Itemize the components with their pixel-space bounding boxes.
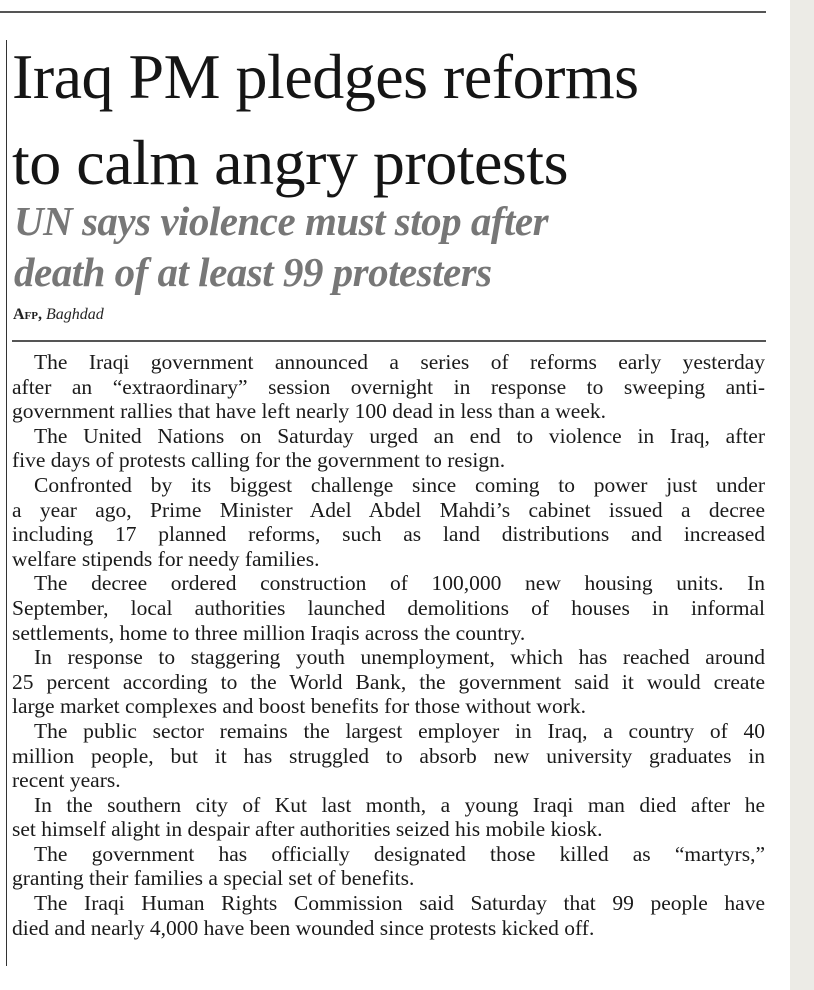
- article-paragraph: The United Nations on Saturday urged an …: [12, 424, 765, 473]
- article-paragraph: The government has officially designated…: [12, 842, 765, 891]
- paragraph-line: including 17 planned reforms, such as la…: [12, 522, 765, 547]
- paragraph-line: September, local authorities launched de…: [12, 595, 765, 620]
- article-paragraph: The decree ordered construction of 100,0…: [12, 571, 765, 645]
- paragraph-line: large market complexes and boost benefit…: [12, 694, 586, 719]
- paragraph-line: settlements, home to three million Iraqi…: [12, 620, 526, 645]
- paragraph-line: a year ago, Prime Minister Adel Abdel Ma…: [12, 497, 765, 522]
- subheadline-line: death of at least 99 protesters: [14, 249, 492, 295]
- byline: Afp, Baghdad: [13, 306, 104, 324]
- byline-place: Baghdad: [46, 306, 104, 323]
- top-rule: [0, 11, 766, 13]
- article-paragraph: The public sector remains the largest em…: [12, 719, 765, 793]
- article-paragraph: In response to staggering youth unemploy…: [12, 645, 765, 719]
- paragraph-line: 25 percent according to the World Bank, …: [12, 669, 765, 694]
- article-paragraph: The Iraqi Human Rights Commission said S…: [12, 891, 765, 940]
- paragraph-line: The Iraqi Human Rights Commission said S…: [34, 891, 765, 916]
- paragraph-line: granting their families a special set of…: [12, 866, 415, 891]
- paragraph-line: welfare stipends for needy families.: [12, 546, 320, 571]
- paragraph-line: after an “extraordinary” session overnig…: [12, 374, 765, 399]
- paragraph-line: The government has officially designated…: [34, 841, 765, 866]
- paragraph-line: The public sector remains the largest em…: [34, 718, 765, 743]
- byline-agency: Afp,: [13, 306, 42, 323]
- column-rule: [6, 40, 7, 966]
- page-margin-strip: [790, 0, 814, 990]
- paragraph-line: The Iraqi government announced a series …: [34, 350, 765, 374]
- paragraph-line: five days of protests calling for the go…: [12, 448, 506, 473]
- paragraph-line: recent years.: [12, 768, 121, 793]
- headline: Iraq PM pledges reforms to calm angry pr…: [12, 34, 782, 206]
- article-paragraph: Confronted by its biggest challenge sinc…: [12, 473, 765, 571]
- paragraph-line: The decree ordered construction of 100,0…: [34, 571, 765, 596]
- paragraph-line: In response to staggering youth unemploy…: [34, 645, 765, 670]
- article-paragraph: The Iraqi government announced a series …: [12, 350, 765, 424]
- paragraph-line: In the southern city of Kut last month, …: [34, 792, 765, 817]
- subheadline-line: UN says violence must stop after: [14, 198, 549, 244]
- divider-rule: [12, 340, 766, 342]
- article-paragraph: In the southern city of Kut last month, …: [12, 793, 765, 842]
- paragraph-line: Confronted by its biggest challenge sinc…: [34, 472, 765, 497]
- paragraph-line: million people, but it has struggled to …: [12, 743, 765, 768]
- article-body: The Iraqi government announced a series …: [12, 350, 765, 940]
- paragraph-line: died and nearly 4,000 have been wounded …: [12, 915, 595, 940]
- headline-line: to calm angry protests: [12, 127, 568, 198]
- headline-line: Iraq PM pledges reforms: [12, 41, 639, 112]
- paragraph-line: The United Nations on Saturday urged an …: [34, 423, 765, 448]
- subheadline: UN says violence must stop after death o…: [14, 196, 774, 298]
- paragraph-line: set himself alight in despair after auth…: [12, 817, 603, 842]
- paragraph-line: government rallies that have left nearly…: [12, 399, 607, 424]
